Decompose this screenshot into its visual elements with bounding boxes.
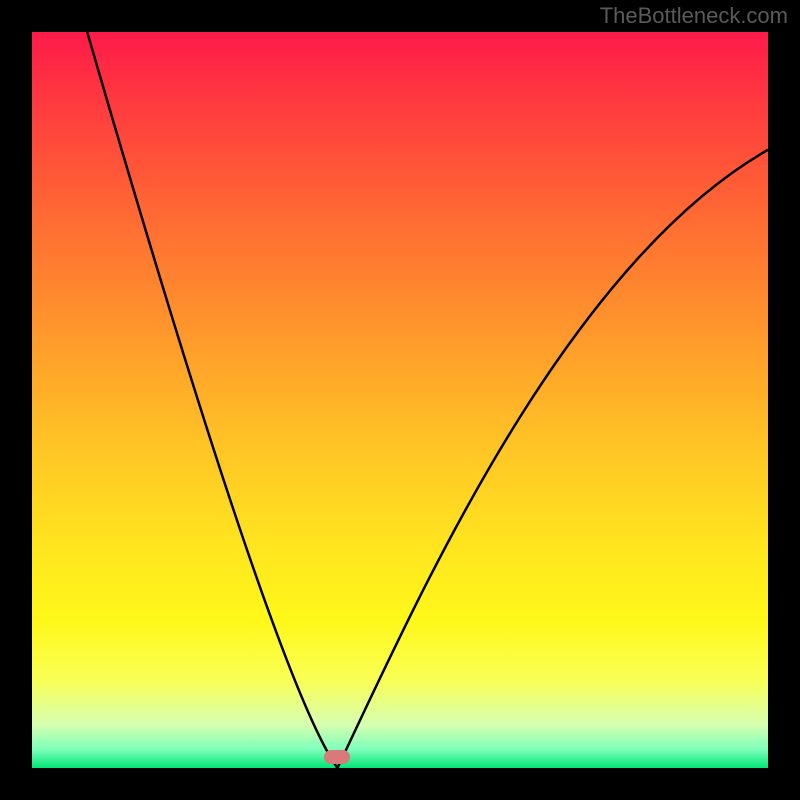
plot-area — [32, 32, 768, 768]
chart-frame: TheBottleneck.com — [0, 0, 800, 800]
minimum-marker — [324, 750, 350, 764]
bottleneck-curve — [87, 32, 768, 768]
watermark-text: TheBottleneck.com — [600, 3, 788, 29]
curve-layer — [32, 32, 768, 768]
